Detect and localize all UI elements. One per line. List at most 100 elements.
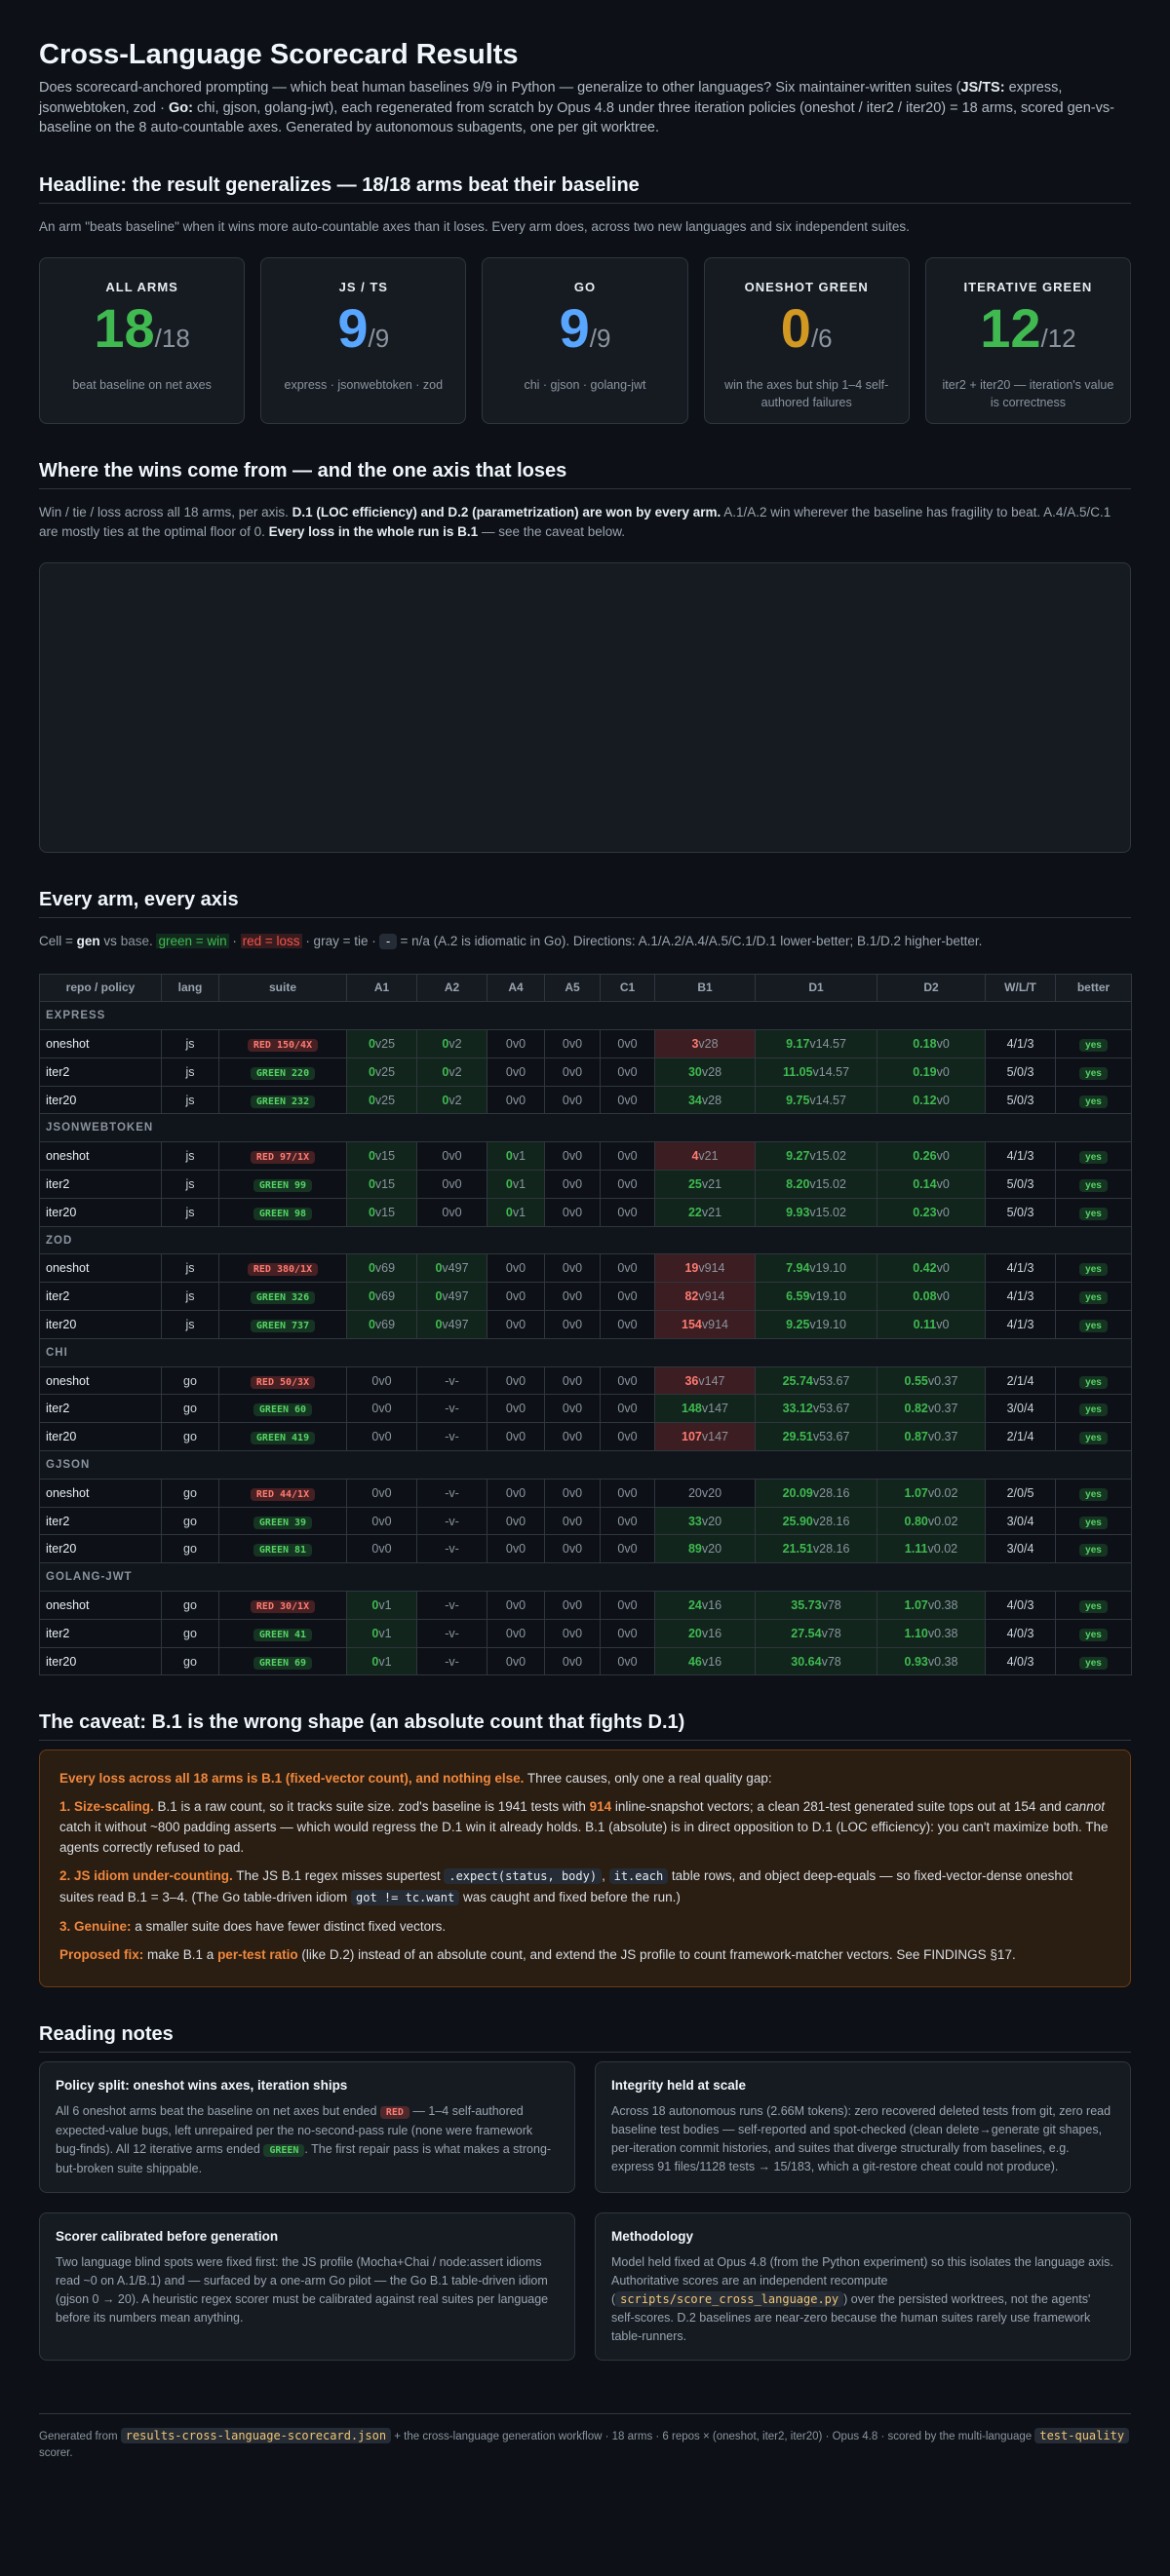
lang: go	[161, 1591, 219, 1620]
text: . The first repair pass is what makes a …	[56, 2142, 552, 2176]
italic: cannot	[1065, 1799, 1105, 1815]
better: yes	[1055, 1422, 1132, 1452]
text: All 6 oneshot arms beat the baseline on …	[56, 2104, 380, 2119]
card-value: 12/12	[940, 299, 1116, 370]
better-badge: yes	[1079, 1599, 1108, 1613]
better: yes	[1055, 1310, 1132, 1339]
gen-value: 11.05	[782, 1064, 813, 1079]
axis-cell: 8.20v15.02	[755, 1170, 878, 1199]
section-title: The caveat: B.1 is the wrong shape (an a…	[39, 1711, 1131, 1742]
card-big: 0	[780, 296, 811, 359]
note-title: Integrity held at scale	[611, 2078, 747, 2094]
axis-cell: 0v0	[346, 1365, 417, 1396]
wlt: 4/0/3	[985, 1591, 1056, 1620]
axis-cell: 0v0	[600, 1534, 655, 1564]
base-value: v0	[512, 1261, 526, 1276]
gen-value: 0	[617, 1093, 625, 1107]
gen-value: -	[445, 1654, 449, 1669]
axis-cell: 6.59v19.10	[755, 1282, 878, 1312]
note-title: Scorer calibrated before generation	[56, 2229, 279, 2245]
axis-cell: 0v0	[600, 1618, 655, 1648]
stat-card: ALL ARMS 18/18 beat baseline on net axes	[39, 256, 246, 424]
gen-value: 0	[371, 1430, 379, 1444]
lang: go	[161, 1618, 219, 1648]
base-value: v0	[568, 1289, 583, 1304]
base-value: v0	[512, 1036, 526, 1051]
axis-cell: 0v0	[487, 1646, 545, 1676]
column-header: repo / policy	[39, 973, 162, 1003]
gen-value: 0	[617, 1430, 625, 1444]
axis-cell: 0v0	[487, 1506, 545, 1536]
policy: iter2	[39, 1618, 162, 1648]
base-value: v0	[568, 1597, 583, 1612]
gen-value: 0	[435, 1261, 443, 1276]
better: yes	[1055, 1618, 1132, 1648]
gen-value: 0.26	[913, 1149, 937, 1164]
arm-row: oneshot go RED 50/3X 0v0 -v- 0v0 0v0 0v0 36v147 2…	[39, 1365, 1132, 1396]
base-value: v0	[936, 1064, 950, 1079]
axis-cell: 3v28	[654, 1029, 756, 1058]
base-value: v0	[378, 1430, 392, 1444]
axis-cell: 0v0	[416, 1141, 488, 1172]
better: yes	[1055, 1506, 1132, 1536]
base-value: v1	[378, 1654, 392, 1669]
gen-value: 0	[368, 1317, 375, 1331]
text: was caught and fixed before the run.)	[459, 1890, 681, 1905]
base-value: v0.38	[927, 1626, 958, 1640]
text: chi, gjson, golang-jwt), each regenerate…	[39, 99, 1114, 136]
wlt: 5/0/3	[985, 1170, 1056, 1199]
orange: 2. JS idiom under-counting.	[59, 1868, 233, 1884]
gen-value: 0	[505, 1542, 513, 1557]
policy: iter20	[39, 1197, 162, 1227]
text: make B.1 a	[143, 1947, 218, 1963]
axis-cell: 35.73v78	[755, 1591, 878, 1620]
axis-cell: 9.17v14.57	[755, 1029, 878, 1058]
gen-value: 0	[505, 1149, 513, 1164]
gen-value: 6.59	[786, 1289, 810, 1304]
arm-row: oneshot go RED 30/1X 0v1 -v- 0v0 0v0 0v0 24v16 35…	[39, 1591, 1132, 1620]
axis-cell: 0v25	[346, 1085, 417, 1115]
gen-value: 0.55	[904, 1373, 928, 1388]
group-label: GJSON	[39, 1450, 1132, 1480]
axis-cell: 0.82v0.37	[877, 1394, 986, 1424]
note-body: Two language blind spots were fixed firs…	[56, 2253, 559, 2327]
base-value: v69	[374, 1261, 396, 1276]
group-row: EXPRESS	[39, 1001, 1132, 1031]
footer: Generated from results-cross-language-sc…	[39, 2413, 1131, 2462]
base-value: v19.10	[809, 1261, 846, 1276]
suite: GREEN 419	[218, 1422, 347, 1452]
gen-value: 24	[687, 1597, 702, 1612]
suite: GREEN 60	[218, 1394, 347, 1424]
base-value: v0	[936, 1093, 950, 1107]
axis-cell: 30.64v78	[755, 1646, 878, 1676]
axis-cell: 9.93v15.02	[755, 1197, 878, 1227]
section-title: Headline: the result generalizes — 18/18…	[39, 173, 1131, 204]
column-header: D2	[877, 973, 986, 1003]
base-value: v0	[512, 1626, 526, 1640]
base-value: v0	[936, 1149, 950, 1164]
gen-value: 3	[691, 1036, 699, 1051]
axis-cell: 0v1	[346, 1618, 417, 1648]
arm-row: iter20 go GREEN 81 0v0 -v- 0v0 0v0 0v0 89v20 21.5…	[39, 1534, 1132, 1564]
axis-cell: 0v497	[416, 1310, 488, 1339]
suite-badge: GREEN 39	[253, 1516, 313, 1529]
axis-cell: 20.09v28.16	[755, 1478, 878, 1508]
base-value: v0	[568, 1317, 583, 1331]
axis-cell: 0v1	[487, 1197, 545, 1227]
gen-value: 0	[442, 1036, 449, 1051]
base-value: v-	[448, 1485, 459, 1500]
gen-value: 1.10	[904, 1626, 928, 1640]
gen-value: 0	[505, 1036, 513, 1051]
better-badge: yes	[1079, 1207, 1108, 1220]
gen-value: 0	[505, 1261, 513, 1276]
gen-value: 9.25	[786, 1317, 810, 1331]
base-value: v0.37	[927, 1430, 958, 1444]
axis-cell: 0v25	[346, 1057, 417, 1087]
lang: js	[161, 1141, 219, 1172]
text: vs	[99, 933, 121, 948]
column-header: C1	[600, 973, 655, 1003]
text: Generated from	[39, 2431, 121, 2443]
axis-cell: 0v0	[600, 1591, 655, 1620]
better-badge: yes	[1079, 1319, 1108, 1332]
suite: GREEN 220	[218, 1057, 347, 1087]
